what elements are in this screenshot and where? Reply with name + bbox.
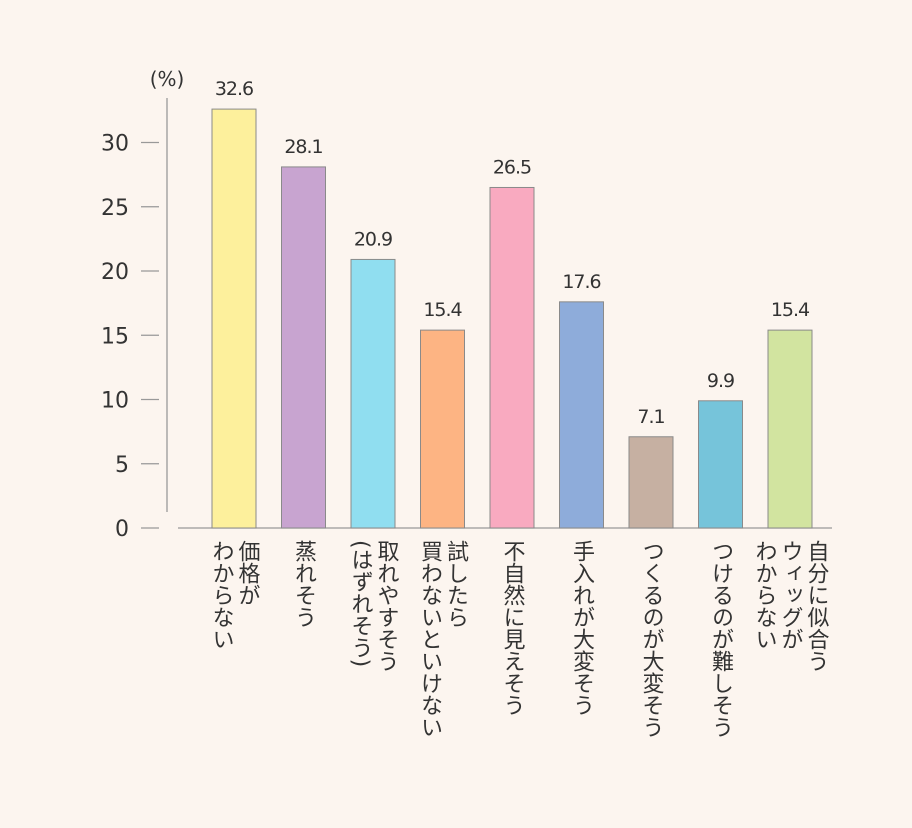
category-label: 自分に似合うウィッグがわからない	[752, 540, 830, 672]
y-tick-label: 20	[101, 260, 129, 285]
category-label: 手入れが大変そう	[569, 540, 595, 716]
y-tick-label: 25	[101, 196, 129, 221]
bar-value-label: 15.4	[771, 299, 810, 321]
bar	[489, 186, 535, 529]
category-label-line: 蒸れそう	[291, 540, 317, 628]
y-tick-label: 30	[101, 132, 129, 157]
category-label: 不自然に見えそう	[500, 540, 526, 716]
bar-value-label: 15.4	[423, 299, 462, 321]
category-label-line: わからない	[752, 540, 777, 650]
bar-value-label: 20.9	[354, 228, 392, 250]
category-label: 蒸れそう	[291, 540, 317, 628]
y-axis-unit-label: (%)	[150, 67, 185, 91]
category-label: 価格がわからない	[209, 540, 261, 650]
category-label-line: つけるのが難しそう	[708, 540, 734, 738]
category-label-line: わからない	[209, 540, 234, 650]
y-tick-label: 15	[101, 324, 129, 349]
category-label-line: 試したら	[443, 540, 468, 628]
bar-value-label: 9.9	[707, 370, 734, 392]
bar-value-label: 32.6	[215, 78, 253, 100]
bar	[559, 301, 604, 529]
category-label-line: 価格が	[235, 540, 261, 606]
bar	[281, 166, 326, 529]
y-tick-label: 10	[101, 389, 129, 414]
category-label-line: 買わないといけない	[417, 540, 442, 738]
category-label: つけるのが難しそう	[708, 540, 734, 738]
category-label-line: 取れやすそう	[374, 540, 400, 672]
bar	[767, 329, 813, 529]
bar-value-label: 28.1	[284, 136, 322, 158]
category-label-line: 自分に似合う	[804, 540, 830, 672]
category-label-line: 不自然に見えそう	[500, 540, 526, 716]
bar-value-label: 17.6	[562, 271, 600, 293]
bar	[350, 258, 396, 529]
category-label: つくるのが大変そう	[639, 540, 665, 738]
y-tick-label: 0	[115, 517, 129, 542]
category-label-line: つくるのが大変そう	[639, 540, 665, 738]
category-label-line: 手入れが大変そう	[569, 540, 595, 716]
category-label-line: (はずれそう)	[348, 540, 373, 667]
bar	[628, 436, 674, 529]
bar-value-label: 7.1	[637, 406, 664, 428]
category-label: 取れやすそう(はずれそう)	[348, 540, 400, 672]
category-label: 試したら買わないといけない	[417, 540, 468, 738]
y-tick-label: 5	[115, 453, 129, 478]
bar	[698, 400, 743, 529]
bar	[211, 108, 257, 529]
category-label-line: ウィッグが	[778, 540, 803, 650]
bar-value-label: 26.5	[493, 156, 531, 178]
bar	[420, 329, 465, 529]
